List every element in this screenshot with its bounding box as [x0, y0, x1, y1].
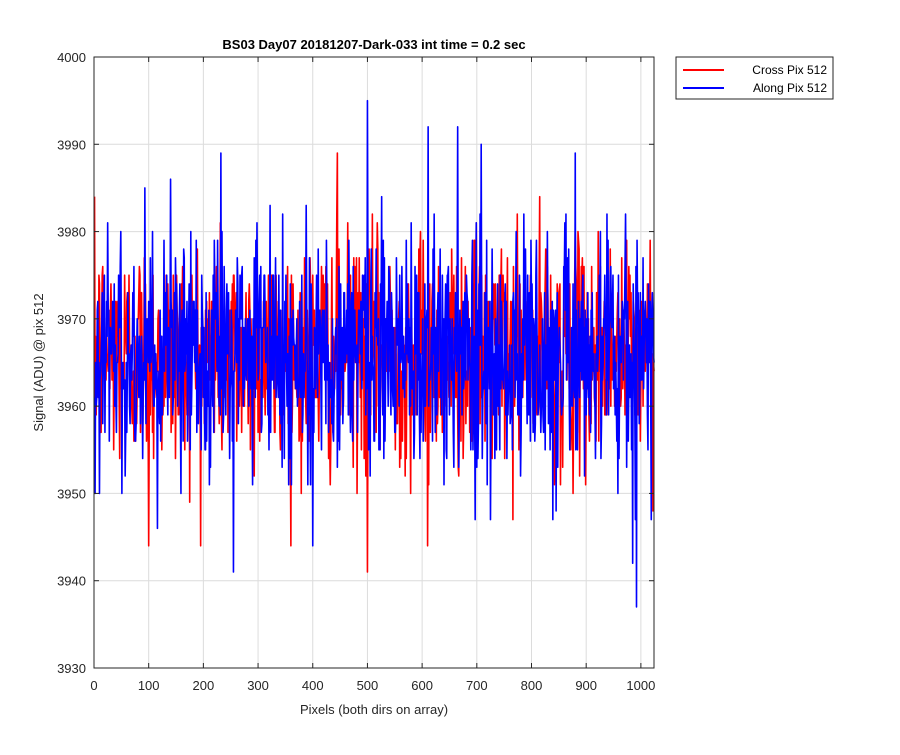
x-tick-label: 700	[466, 678, 488, 693]
y-tick-label: 4000	[57, 50, 86, 65]
y-tick-label: 3980	[57, 225, 86, 240]
x-tick-label: 0	[90, 678, 97, 693]
plot-frame	[93, 56, 655, 669]
y-axis-title: Signal (ADU) @ pix 512	[31, 293, 46, 431]
x-tick-label: 200	[193, 678, 215, 693]
legend-label-along: Along Pix 512	[753, 81, 827, 95]
x-tick-label: 1000	[626, 678, 655, 693]
chart-title: BS03 Day07 20181207-Dark-033 int time = …	[222, 37, 525, 52]
x-tick-label: 100	[138, 678, 160, 693]
y-tick-label: 3970	[57, 312, 86, 327]
x-tick-label: 800	[521, 678, 543, 693]
legend: Cross Pix 512 Along Pix 512	[675, 56, 834, 100]
y-tick-label: 3960	[57, 399, 86, 414]
y-tick-label: 3990	[57, 137, 86, 152]
x-axis-title: Pixels (both dirs on array)	[300, 702, 448, 717]
series-line-along	[93, 99, 655, 608]
x-tick-label: 500	[357, 678, 379, 693]
legend-label-cross: Cross Pix 512	[752, 63, 827, 77]
ticks: 0 100 200 300 400 500 600 700 800 900 1000 3930 3940…	[57, 50, 655, 693]
legend-box	[675, 56, 834, 100]
y-tick-label: 3940	[57, 574, 86, 589]
x-tick-label: 900	[575, 678, 597, 693]
y-tick-label: 3950	[57, 486, 86, 501]
x-tick-label: 600	[411, 678, 433, 693]
series-layer	[93, 99, 655, 608]
x-tick-label: 400	[302, 678, 324, 693]
y-tick-label: 3930	[57, 661, 86, 676]
x-tick-label: 300	[247, 678, 269, 693]
